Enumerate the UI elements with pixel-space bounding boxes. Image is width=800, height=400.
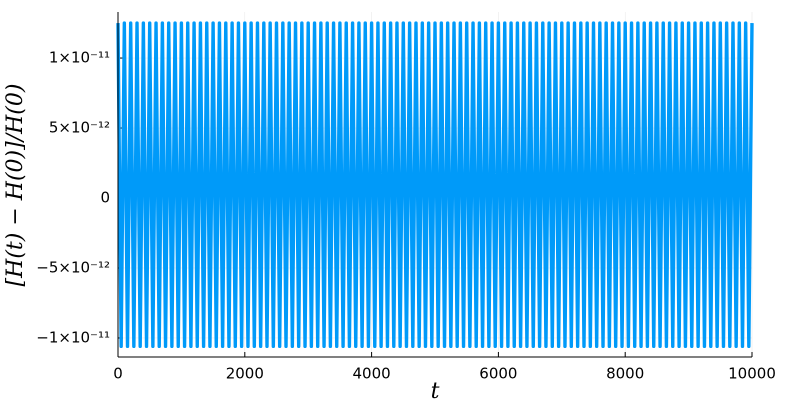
x-tick-label: 8000 xyxy=(606,365,644,383)
x-tick-label: 0 xyxy=(113,365,123,383)
y-tick-label: 5×10⁻¹² xyxy=(49,119,110,137)
data-line xyxy=(116,21,754,349)
y-tick-label: 0 xyxy=(100,189,110,207)
y-axis-label: [H(t) − H(0)]/H(0) xyxy=(3,84,28,287)
x-tick-label: 10000 xyxy=(728,365,776,383)
x-tick-label: 2000 xyxy=(226,365,264,383)
y-tick-label: 1×10⁻¹¹ xyxy=(49,49,110,67)
x-tick-label: 6000 xyxy=(479,365,517,383)
x-tick-label: 4000 xyxy=(353,365,391,383)
y-tick-label: −1×10⁻¹¹ xyxy=(36,328,110,346)
x-axis-label: t xyxy=(431,379,440,400)
y-tick-label: −5×10⁻¹² xyxy=(36,258,110,276)
